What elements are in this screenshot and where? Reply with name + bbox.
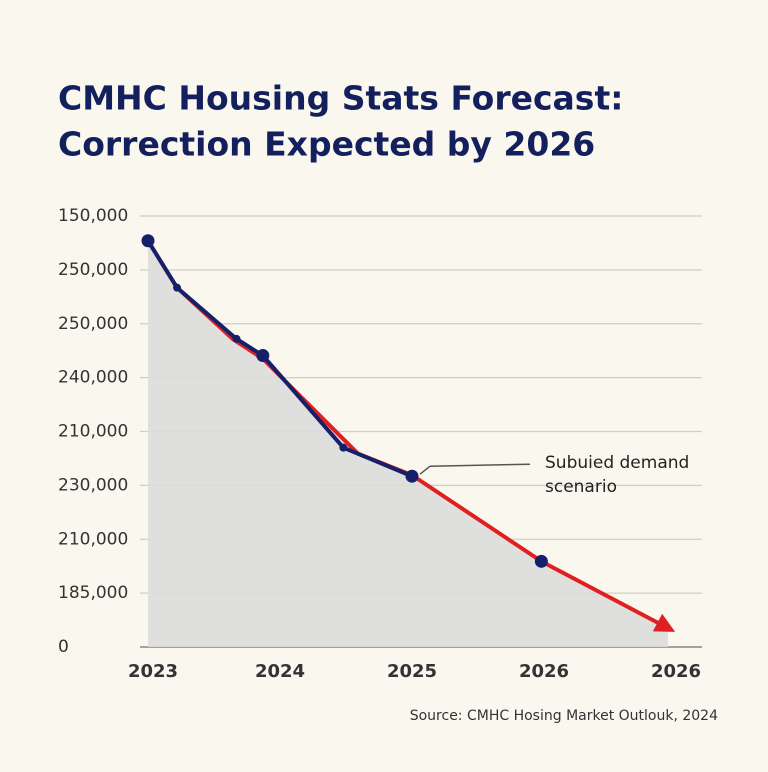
data-point: [256, 349, 270, 363]
data-point: [173, 283, 182, 292]
annotation: scenario: [545, 477, 617, 497]
source-note: Source: CMHC Hosing Market Outlouk, 2024: [410, 708, 718, 724]
data-point: [232, 334, 241, 343]
annotation: Subuied demand: [545, 453, 689, 473]
annotation-leader: [419, 463, 531, 475]
x-tick-label: 2026: [651, 661, 701, 682]
y-tick-label: 250,000: [58, 314, 128, 334]
chart-title: Correction Expected by 2026: [58, 125, 595, 164]
y-tick-label: 250,000: [58, 260, 128, 280]
x-tick-label: 2025: [387, 661, 437, 682]
area: [148, 240, 669, 647]
data-point: [534, 554, 548, 568]
chart-title: CMHC Housing Stats Forecast:: [58, 79, 623, 118]
data-point: [405, 469, 419, 483]
y-tick-label: 240,000: [58, 368, 128, 388]
x-tick-label: 2024: [255, 661, 305, 682]
x-tick-label: 2023: [128, 661, 178, 682]
y-tick-label: 230,000: [58, 475, 128, 495]
x-tick-label: 2026: [519, 661, 569, 682]
series-line: [146, 239, 413, 479]
data-point: [141, 234, 155, 248]
data-point: [339, 443, 348, 452]
y-tick-label: 210,000: [58, 529, 128, 549]
y-tick-label: 185,000: [58, 583, 128, 603]
y-tick-label: 210,000: [58, 422, 128, 442]
y-tick-label: 0: [58, 637, 69, 657]
y-tick-label: 150,000: [58, 206, 128, 226]
